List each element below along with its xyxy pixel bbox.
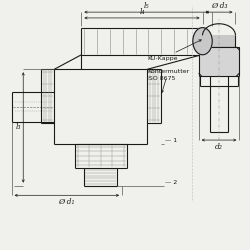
Text: ISO 8675: ISO 8675: [147, 76, 176, 82]
Text: — 2: — 2: [165, 180, 177, 185]
Text: Kontermutter: Kontermutter: [147, 69, 190, 92]
Text: l₃: l₃: [16, 124, 21, 132]
Bar: [199, 47, 239, 76]
Text: KU-Kappe: KU-Kappe: [147, 40, 201, 61]
Text: l₅: l₅: [144, 2, 150, 10]
Text: — 1: — 1: [165, 138, 177, 143]
Text: l₄: l₄: [139, 8, 145, 16]
Text: Ø d₁: Ø d₁: [58, 198, 75, 206]
Text: Ø d₃: Ø d₃: [211, 2, 227, 10]
Ellipse shape: [193, 28, 212, 55]
Bar: [202, 36, 235, 47]
Text: d₂: d₂: [215, 143, 223, 151]
